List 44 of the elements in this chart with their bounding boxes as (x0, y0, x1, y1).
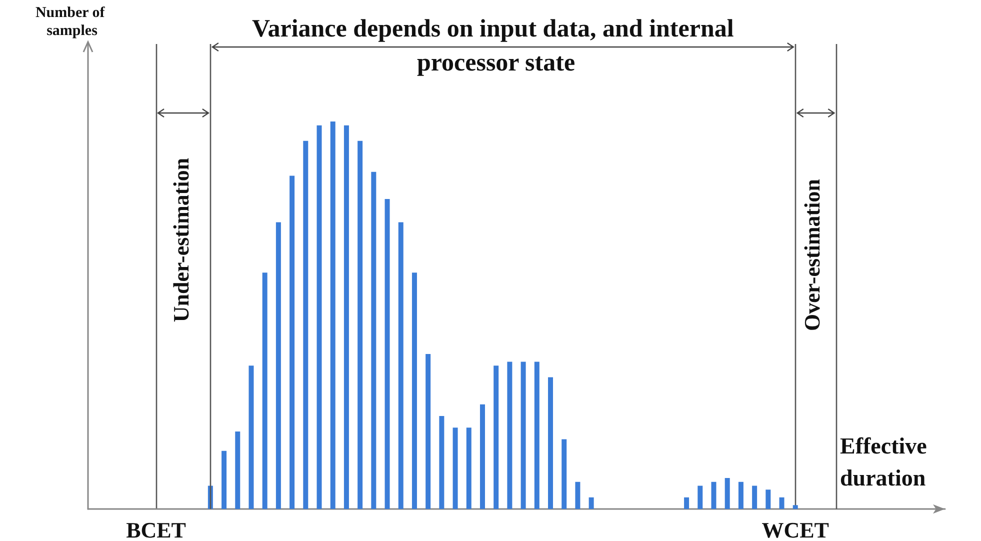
bar (724, 478, 730, 509)
bar (384, 199, 390, 509)
bar (276, 222, 281, 509)
bar (738, 482, 744, 509)
bar (412, 272, 417, 509)
bar (520, 362, 526, 509)
x-axis-title: Effective duration (840, 434, 933, 490)
bar (698, 486, 703, 509)
bar (235, 432, 240, 509)
bar (766, 490, 771, 509)
bar (752, 486, 758, 509)
bar (534, 362, 540, 509)
bar (426, 354, 431, 509)
bar (290, 176, 295, 509)
bar (779, 497, 784, 509)
bar (439, 416, 444, 509)
bar (507, 362, 512, 509)
x-tick-label: BCET (126, 518, 186, 541)
bar (248, 366, 254, 509)
bar (466, 428, 472, 509)
annotation: Under-estimation (168, 158, 194, 322)
bar (371, 172, 376, 509)
x-tick-label: WCET (762, 518, 830, 541)
bar (330, 122, 336, 509)
bar (575, 482, 580, 509)
bar (588, 497, 594, 509)
bar (316, 125, 322, 509)
bar (480, 404, 485, 509)
bar (398, 222, 404, 509)
bar (792, 505, 798, 509)
bar (344, 125, 349, 509)
annotation: Over-estimation (800, 179, 824, 331)
bar (358, 140, 363, 509)
bar (711, 482, 716, 509)
text: Number of samples (35, 5, 109, 39)
text: Variance depends on input data, and internal processor state (252, 16, 740, 76)
bar (303, 140, 308, 509)
bar (562, 439, 567, 509)
bar (684, 497, 690, 509)
bar (494, 366, 499, 509)
bar (452, 428, 458, 509)
bar (262, 272, 268, 509)
bar (222, 450, 227, 509)
bar (548, 377, 554, 509)
